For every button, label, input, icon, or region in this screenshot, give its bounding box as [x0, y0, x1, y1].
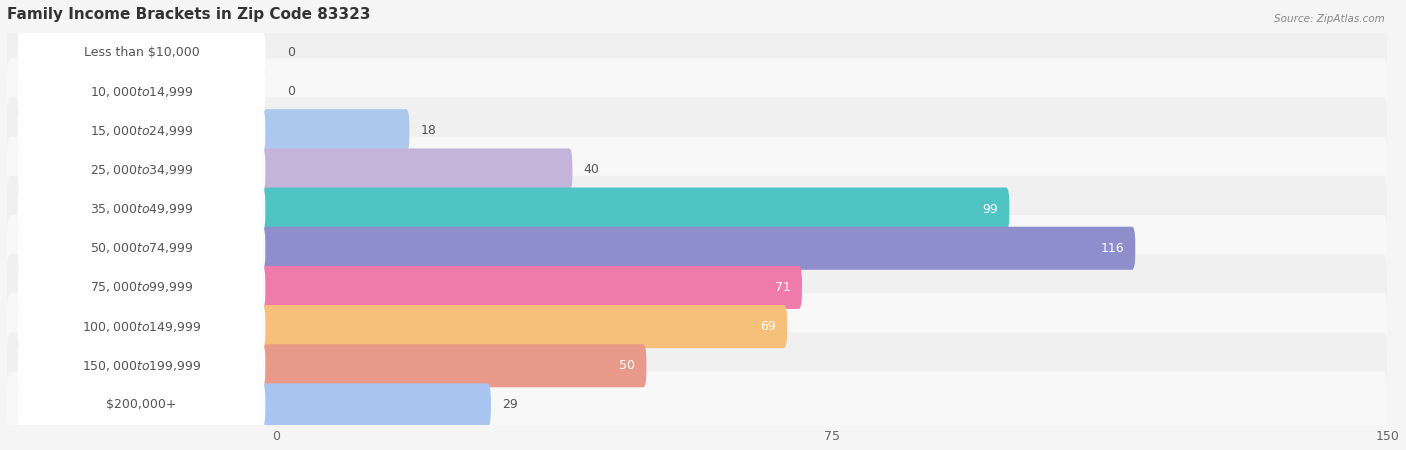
Text: $10,000 to $14,999: $10,000 to $14,999	[90, 85, 193, 99]
FancyBboxPatch shape	[7, 293, 1388, 360]
FancyBboxPatch shape	[18, 266, 266, 309]
Text: $75,000 to $99,999: $75,000 to $99,999	[90, 280, 193, 294]
Text: $50,000 to $74,999: $50,000 to $74,999	[90, 241, 193, 255]
Text: 71: 71	[775, 281, 790, 294]
FancyBboxPatch shape	[18, 109, 266, 152]
FancyBboxPatch shape	[263, 266, 801, 309]
FancyBboxPatch shape	[263, 344, 647, 387]
FancyBboxPatch shape	[18, 227, 266, 270]
Text: $25,000 to $34,999: $25,000 to $34,999	[90, 163, 193, 177]
Text: 69: 69	[761, 320, 776, 333]
Text: $150,000 to $199,999: $150,000 to $199,999	[82, 359, 201, 373]
Text: $200,000+: $200,000+	[107, 398, 177, 411]
Text: 18: 18	[420, 124, 436, 137]
Text: $35,000 to $49,999: $35,000 to $49,999	[90, 202, 193, 216]
FancyBboxPatch shape	[263, 227, 1135, 270]
FancyBboxPatch shape	[18, 31, 266, 74]
FancyBboxPatch shape	[263, 305, 787, 348]
FancyBboxPatch shape	[18, 305, 266, 348]
Text: $100,000 to $149,999: $100,000 to $149,999	[82, 320, 201, 333]
FancyBboxPatch shape	[7, 254, 1388, 321]
Text: 29: 29	[502, 398, 517, 411]
Text: 0: 0	[287, 46, 295, 59]
Text: 99: 99	[983, 202, 998, 216]
FancyBboxPatch shape	[263, 148, 572, 191]
FancyBboxPatch shape	[7, 333, 1388, 399]
FancyBboxPatch shape	[18, 344, 266, 387]
FancyBboxPatch shape	[263, 188, 1010, 231]
Text: 116: 116	[1101, 242, 1125, 255]
Text: Family Income Brackets in Zip Code 83323: Family Income Brackets in Zip Code 83323	[7, 7, 370, 22]
FancyBboxPatch shape	[7, 372, 1388, 438]
FancyBboxPatch shape	[18, 188, 266, 231]
Text: 40: 40	[583, 163, 599, 176]
FancyBboxPatch shape	[7, 137, 1388, 203]
Text: 50: 50	[619, 359, 636, 372]
Text: Less than $10,000: Less than $10,000	[83, 46, 200, 59]
FancyBboxPatch shape	[18, 148, 266, 191]
Text: $15,000 to $24,999: $15,000 to $24,999	[90, 124, 193, 138]
FancyBboxPatch shape	[7, 215, 1388, 282]
Text: Source: ZipAtlas.com: Source: ZipAtlas.com	[1274, 14, 1385, 23]
FancyBboxPatch shape	[7, 58, 1388, 125]
FancyBboxPatch shape	[7, 19, 1388, 86]
FancyBboxPatch shape	[18, 70, 266, 113]
Text: 0: 0	[287, 85, 295, 98]
FancyBboxPatch shape	[263, 109, 409, 152]
FancyBboxPatch shape	[7, 176, 1388, 243]
FancyBboxPatch shape	[18, 383, 266, 427]
FancyBboxPatch shape	[7, 98, 1388, 164]
FancyBboxPatch shape	[263, 383, 491, 427]
